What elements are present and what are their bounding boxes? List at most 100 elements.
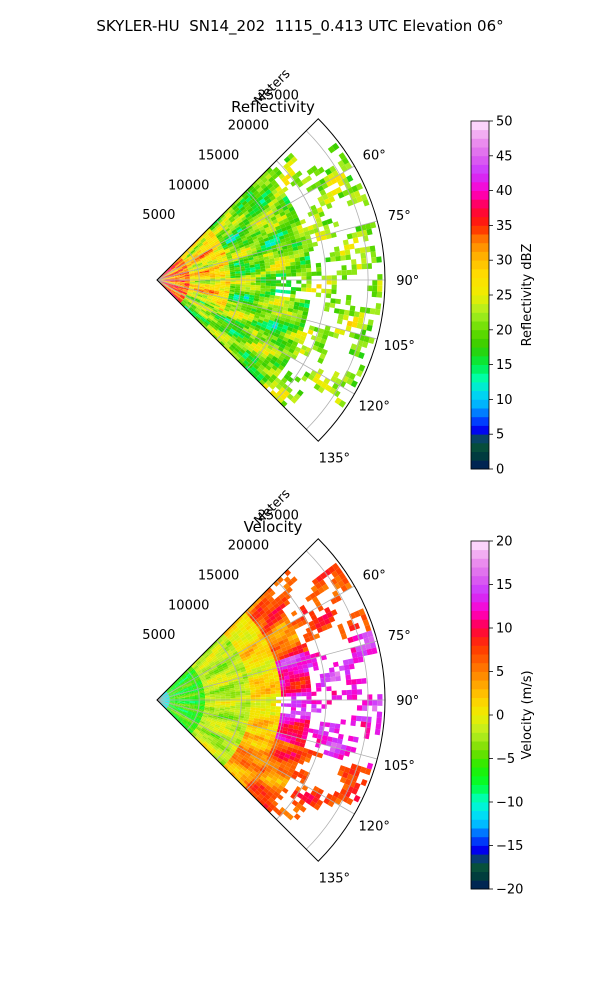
- radar-cell: [253, 720, 259, 725]
- radar-cell: [208, 725, 215, 729]
- radar-cell: [242, 747, 249, 752]
- radar-cell: [283, 163, 290, 170]
- radar-cell: [271, 609, 278, 616]
- radar-cell: [242, 218, 249, 224]
- radar-cell: [163, 692, 168, 696]
- radar-cell: [354, 247, 361, 254]
- radar-cell: [175, 712, 180, 717]
- radar-cell: [180, 294, 186, 298]
- radar-cell: [189, 701, 195, 703]
- radar-cell: [235, 282, 241, 285]
- radar-cell: [207, 248, 213, 253]
- radar-cell: [326, 686, 332, 692]
- radar-cell: [265, 243, 272, 248]
- radar-cell: [202, 682, 208, 686]
- radar-cell: [229, 637, 236, 643]
- radar-cell: [218, 647, 224, 653]
- radar-cell: [255, 650, 262, 656]
- radar-cell: [198, 688, 205, 691]
- radar-cell: [201, 260, 208, 264]
- radar-cell: [254, 712, 260, 717]
- radar-cell: [199, 720, 205, 725]
- radar-cell: [278, 319, 285, 325]
- radar-cell: [251, 770, 258, 776]
- radar-cell: [210, 255, 217, 260]
- radar-cell: [265, 685, 271, 689]
- radar-cell: [253, 238, 259, 243]
- radar-cell: [168, 285, 173, 289]
- radar-cell: [346, 320, 353, 327]
- radar-cell: [223, 716, 229, 719]
- radar-cell: [174, 681, 179, 686]
- radar-cell: [259, 716, 265, 720]
- radar-cell: [233, 680, 239, 684]
- radar-cell: [179, 680, 184, 684]
- radar-cell: [214, 735, 220, 740]
- radar-cell: [241, 671, 247, 675]
- colorbar-segment: [471, 382, 489, 392]
- radar-cell: [234, 292, 240, 296]
- radar-cell: [282, 195, 289, 202]
- radar-cell: [213, 683, 219, 687]
- radar-cell: [199, 272, 205, 275]
- radar-cell: [341, 795, 349, 803]
- radar-cell: [258, 254, 264, 259]
- radar-cell: [204, 242, 210, 247]
- radar-cell: [325, 677, 331, 683]
- radar-cell: [256, 606, 263, 613]
- radar-cell: [269, 297, 275, 302]
- colorbar-segment: [471, 303, 489, 313]
- radar-cell: [239, 309, 246, 314]
- radar-cell: [206, 229, 212, 235]
- radar-cell: [212, 326, 218, 331]
- radar-cell: [194, 238, 200, 244]
- radar-cell: [312, 241, 319, 247]
- radar-cell: [295, 617, 302, 624]
- radar-cell: [230, 646, 236, 652]
- radar-cell: [356, 322, 363, 330]
- radar-cell: [179, 260, 185, 265]
- radar-cell: [199, 739, 205, 744]
- radar-cell: [232, 625, 238, 631]
- radar-cell: [224, 739, 230, 744]
- radar-cell: [263, 751, 269, 757]
- radar-cell: [243, 210, 250, 216]
- radar-cell: [239, 633, 246, 639]
- radar-cell: [168, 273, 174, 276]
- radar-cell: [343, 664, 350, 671]
- radar-cell: [302, 226, 309, 233]
- radar-cell: [205, 730, 211, 735]
- radar-cell: [167, 287, 172, 291]
- radar-cell: [179, 715, 185, 720]
- radar-cell: [251, 655, 258, 661]
- radar-cell: [344, 778, 352, 786]
- radar-cell: [277, 364, 285, 371]
- radar-cell: [258, 600, 265, 607]
- radar-cell: [267, 209, 274, 216]
- radar-cell: [201, 651, 207, 657]
- radar-cell: [308, 229, 315, 235]
- radar-cell: [346, 233, 353, 240]
- radar-cell: [212, 728, 218, 733]
- radar-cell: [276, 228, 283, 234]
- radar-cell: [258, 759, 265, 765]
- radar-cell: [215, 224, 221, 229]
- radar-cell: [316, 346, 324, 354]
- radar-cell: [224, 639, 230, 645]
- colorbar-segment: [471, 836, 489, 846]
- radar-cell: [264, 297, 270, 301]
- radar-cell: [219, 271, 225, 274]
- radar-cell: [182, 675, 187, 680]
- radar-cell: [238, 733, 244, 739]
- radar-cell: [292, 666, 299, 671]
- radar-cell: [267, 773, 274, 779]
- radar-cell: [174, 275, 180, 277]
- radar-cell: [250, 274, 256, 278]
- radar-cell: [173, 261, 179, 266]
- radar-cell: [247, 767, 254, 773]
- radar-cell: [313, 633, 321, 640]
- radar-cell: [177, 258, 182, 262]
- radar-cell: [319, 572, 328, 580]
- radar-cell: [298, 759, 305, 765]
- radar-cell: [216, 329, 222, 335]
